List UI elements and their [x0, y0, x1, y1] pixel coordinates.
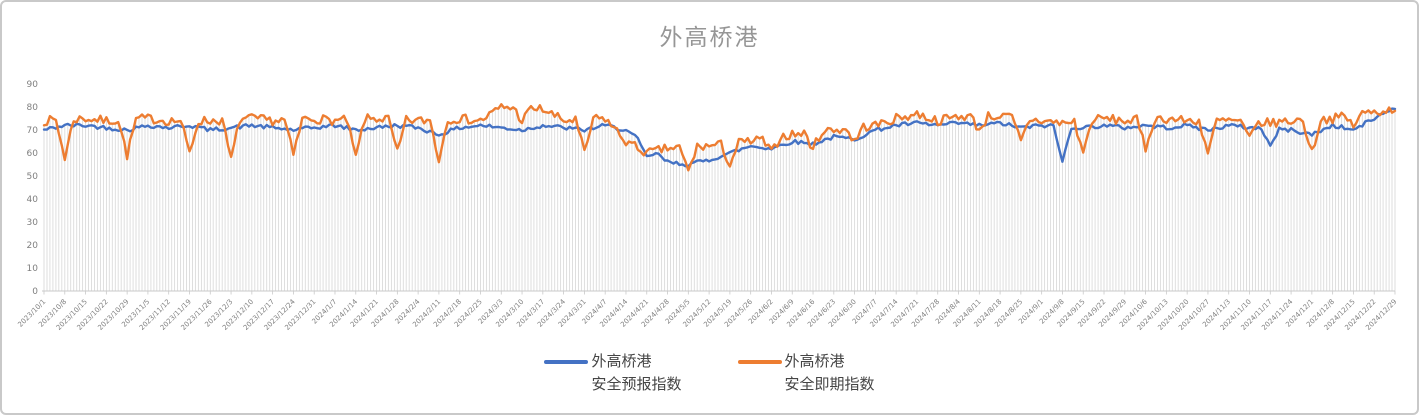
svg-text:20: 20	[27, 241, 39, 251]
legend-label-forecast-line2: 安全预报指数	[591, 375, 682, 393]
svg-text:0: 0	[32, 287, 38, 297]
line-chart-plot-area: 2023/10/12023/10/82023/10/152023/10/2220…	[16, 80, 1398, 332]
svg-text:90: 90	[27, 80, 39, 90]
legend-item-spot-index: 外高桥港安全即期指数	[737, 350, 875, 396]
svg-text:30: 30	[27, 218, 39, 228]
svg-text:80: 80	[27, 103, 39, 113]
legend-label-spot-line1: 外高桥港	[784, 352, 845, 370]
legend-label-spot-line2: 安全即期指数	[784, 375, 875, 393]
legend-label-spot: 外高桥港安全即期指数	[785, 350, 875, 396]
svg-text:10: 10	[27, 264, 39, 274]
svg-text:40: 40	[27, 195, 39, 205]
chart-title: 外高桥港	[659, 25, 760, 51]
legend-label-forecast: 外高桥港安全预报指数	[591, 350, 681, 396]
svg-text:60: 60	[27, 149, 39, 159]
legend-item-forecast-index: 外高桥港安全预报指数	[544, 350, 682, 396]
chart-legend: 外高桥港安全预报指数 外高桥港安全即期指数	[2, 350, 1417, 396]
svg-text:50: 50	[27, 172, 39, 182]
legend-label-forecast-line1: 外高桥港	[591, 352, 652, 370]
legend-line-swatch-blue	[544, 360, 589, 364]
svg-text:70: 70	[27, 126, 39, 136]
legend-line-swatch-orange	[737, 360, 782, 364]
